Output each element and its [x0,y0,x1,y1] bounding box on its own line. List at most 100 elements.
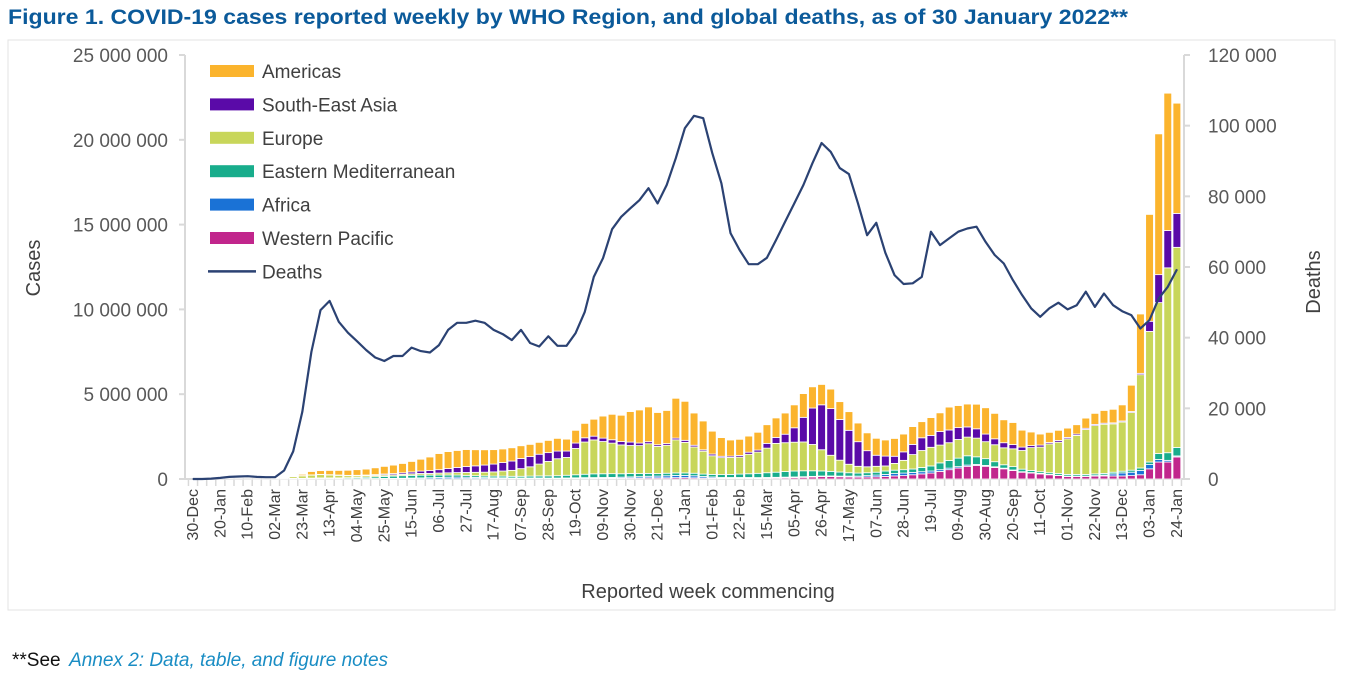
bar-europe-week-58 [717,457,726,475]
deaths-point [748,263,750,265]
bar-europe-week-103 [1127,412,1136,471]
bar-south-east-asia-week-47 [616,441,626,446]
deaths-point [875,222,877,224]
deaths-point [820,142,823,144]
footnote-prefix: **See [12,650,61,671]
bar-americas-week-77 [890,438,899,457]
bar-europe-week-87 [981,441,990,460]
x-tick-label: 13-Apr [322,488,339,537]
deaths-point [611,228,613,230]
x-tick-label: 05-Apr [786,488,803,537]
deaths-point [1012,279,1014,281]
x-tick-label: 15-Mar [759,488,776,539]
bar-americas-week-69 [817,384,826,406]
bar-americas-week-57 [707,430,717,455]
deaths-point [219,477,221,479]
deaths-point [338,321,340,323]
bar-americas-week-39 [543,440,553,454]
deaths-point [994,254,996,256]
bar-eastern-mediterranean-week-63 [762,472,772,478]
bar-eastern-mediterranean-week-82 [935,462,945,471]
bar-americas-week-36 [516,445,526,459]
deaths-point [784,221,786,223]
bar-south-east-asia-week-86 [972,428,981,439]
deaths-point [1066,308,1069,310]
bar-europe-week-85 [963,436,972,457]
deaths-point [392,355,395,357]
bar-americas-week-48 [625,411,635,443]
bar-eastern-mediterranean-week-46 [607,473,617,478]
deaths-point [866,234,868,236]
x-tick-label: 01-Feb [704,489,721,540]
bar-south-east-asia-week-40 [553,450,562,460]
bar-europe-week-56 [698,450,708,475]
deaths-point [1158,297,1160,300]
y-right-tick-label: 100 000 [1208,117,1277,138]
bar-americas-week-70 [826,388,835,410]
bar-europe-week-76 [881,465,890,472]
bar-eastern-mediterranean-week-58 [717,474,726,478]
deaths-point [374,356,376,359]
bar-europe-week-57 [707,455,717,475]
footnote: **See Annex 2: Data, table, and figure n… [12,650,389,671]
bar-eastern-mediterranean-week-49 [635,473,644,478]
bar-americas-week-87 [981,407,990,435]
bar-south-east-asia-week-71 [835,419,845,461]
bar-americas-week-85 [963,403,972,428]
bar-eastern-mediterranean-week-76 [881,470,890,475]
deaths-series [192,114,1178,481]
bar-europe-week-62 [753,451,763,474]
bar-americas-week-24 [407,461,416,473]
bar-eastern-mediterranean-week-87 [981,458,990,466]
bar-eastern-mediterranean-week-61 [744,473,754,478]
bar-americas-week-92 [1026,431,1036,446]
chart-frame [7,39,1336,611]
bar-eastern-mediterranean-week-81 [926,465,936,472]
bar-eastern-mediterranean-week-78 [899,469,908,474]
deaths-point [1176,268,1178,271]
bar-eastern-mediterranean-week-90 [1008,466,1018,471]
bar-western-pacific-week-108 [1172,456,1182,480]
deaths-point [638,199,640,201]
deaths-point [256,476,258,478]
bar-south-east-asia-week-68 [808,407,817,445]
bar-western-pacific-week-82 [935,470,945,480]
bar-americas-week-80 [917,421,927,439]
bar-americas-week-37 [525,444,535,458]
bar-europe-week-106 [1154,302,1163,454]
deaths-point [1167,286,1169,288]
bar-americas-week-105 [1145,214,1154,322]
bar-americas-week-12 [298,473,307,477]
bar-europe-week-105 [1145,331,1154,463]
bar-south-east-asia-week-64 [771,437,781,444]
annex-link[interactable]: Annex 2: Data, table, and figure notes [68,650,388,671]
bar-south-east-asia-week-66 [789,427,799,443]
bar-americas-week-46 [607,413,617,441]
bar-americas-week-60 [735,438,744,456]
bar-south-east-asia-week-33 [489,463,498,473]
deaths-point [429,351,431,354]
legend-label-americas: Americas [262,62,341,83]
bar-europe-week-54 [680,441,690,474]
bar-europe-week-93 [1035,446,1045,473]
bar-western-pacific-week-85 [963,465,972,480]
bar-europe-week-60 [735,456,744,475]
x-tick-label: 11-Jan [677,489,694,537]
deaths-point [456,322,458,324]
bar-americas-week-43 [580,422,590,439]
bar-south-east-asia-week-69 [817,404,826,451]
bar-europe-week-69 [817,449,826,472]
bar-europe-week-101 [1108,423,1118,473]
bar-south-east-asia-week-77 [890,455,899,464]
bar-eastern-mediterranean-week-60 [735,473,744,478]
bar-europe-week-108 [1172,246,1182,448]
bar-europe-week-34 [498,470,508,477]
bar-western-pacific-week-91 [1017,471,1027,480]
deaths-point [237,475,240,478]
bar-americas-week-72 [844,411,854,431]
y-right-tick-label: 40 000 [1208,329,1266,350]
bar-africa-week-103 [1127,471,1136,477]
bar-americas-week-32 [480,449,489,466]
deaths-point [529,342,531,344]
deaths-point [793,202,795,204]
